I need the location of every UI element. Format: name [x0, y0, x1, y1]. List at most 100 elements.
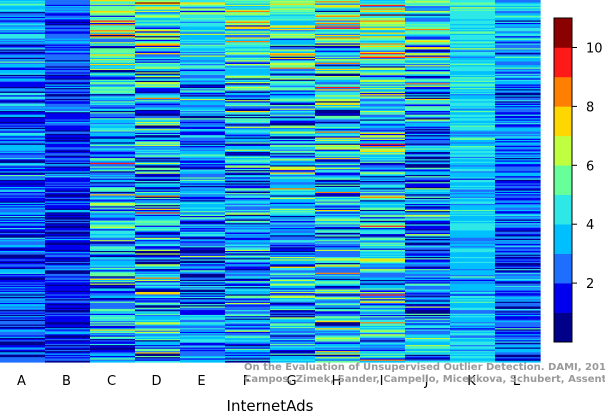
heatmap-cell	[0, 30, 46, 32]
heatmap-cell	[315, 258, 361, 261]
heatmap-cell	[180, 223, 226, 226]
heatmap-cell	[360, 290, 406, 293]
heatmap-cell	[270, 284, 316, 287]
heatmap-cell	[225, 3, 271, 6]
heatmap-cell	[90, 223, 136, 226]
watermark-line-2: Campos, Zimek, Sander, Campello, Micenko…	[244, 374, 605, 385]
heatmap-cell	[405, 320, 451, 323]
heatmap-cell	[225, 42, 271, 45]
heatmap-cell	[90, 250, 136, 253]
heatmap-cell	[225, 189, 271, 192]
heatmap-cell	[180, 354, 226, 357]
heatmap-cell	[405, 66, 451, 69]
heatmap-cell	[90, 323, 136, 326]
heatmap-cell	[45, 232, 91, 235]
heatmap-cell	[135, 1, 181, 4]
heatmap-cell	[90, 166, 136, 169]
heatmap-cell	[45, 123, 91, 125]
heatmap-cell	[45, 178, 91, 181]
heatmap-cell	[225, 322, 271, 324]
heatmap-cell	[450, 283, 496, 286]
heatmap-cell	[495, 176, 541, 178]
heatmap-cell	[90, 13, 136, 16]
heatmap-cell	[0, 15, 46, 18]
colorbar-segment	[554, 224, 572, 254]
heatmap-cell	[180, 264, 226, 267]
heatmap-cell	[495, 100, 541, 102]
heatmap-cell	[135, 318, 181, 321]
heatmap-cell	[315, 345, 361, 347]
heatmap-cell	[225, 196, 271, 199]
heatmap-cell	[180, 125, 226, 128]
heatmap-cell	[180, 285, 226, 288]
heatmap-cell	[180, 283, 226, 286]
heatmap-cell	[135, 329, 181, 332]
heatmap-cell	[405, 63, 451, 66]
heatmap-cell	[450, 279, 496, 282]
heatmap-cell	[45, 318, 91, 321]
heatmap-cell	[270, 148, 316, 151]
heatmap-cell	[135, 149, 181, 152]
heatmap-cell	[315, 39, 361, 42]
heatmap-cell	[405, 37, 451, 40]
heatmap-cell	[360, 354, 406, 357]
heatmap-cell	[495, 336, 541, 339]
heatmap-cell	[360, 236, 406, 239]
heatmap-cell	[0, 14, 46, 17]
heatmap-cell	[90, 206, 136, 209]
heatmap-cell	[315, 132, 361, 135]
heatmap-column-J	[405, 0, 451, 363]
heatmap-cell	[360, 176, 406, 178]
heatmap-cell	[405, 225, 451, 228]
heatmap-cell	[45, 65, 91, 67]
heatmap-cell	[450, 358, 496, 361]
heatmap-cell	[225, 96, 271, 99]
heatmap-cell	[270, 327, 316, 329]
heatmap-cell	[0, 278, 46, 281]
heatmap-cell	[45, 130, 91, 133]
heatmap-cell	[495, 47, 541, 49]
heatmap-cell	[360, 76, 406, 78]
heatmap-cell	[360, 278, 406, 281]
heatmap-cell	[225, 133, 271, 136]
heatmap-cell	[90, 47, 136, 49]
heatmap-cell	[45, 177, 91, 180]
heatmap-cell	[405, 283, 451, 286]
heatmap-cell	[0, 341, 46, 344]
heatmap-cell	[135, 289, 181, 292]
heatmap-cell	[360, 190, 406, 193]
heatmap-cell	[495, 118, 541, 121]
heatmap-cell	[360, 301, 406, 304]
heatmap-cell	[90, 44, 136, 47]
heatmap-cell	[450, 270, 496, 273]
heatmap-cell	[135, 277, 181, 280]
heatmap-cell	[405, 82, 451, 84]
heatmap-cell	[495, 89, 541, 92]
heatmap-cell	[450, 327, 496, 329]
heatmap-cell	[495, 57, 541, 60]
heatmap-cell	[360, 61, 406, 64]
heatmap-cell	[180, 214, 226, 217]
heatmap-cell	[90, 190, 136, 193]
heatmap-cell	[360, 205, 406, 207]
heatmap-cell	[495, 88, 541, 90]
heatmap-cell	[450, 293, 496, 296]
heatmap-cell	[0, 20, 46, 23]
heatmap-cell	[225, 292, 271, 294]
heatmap-cell	[225, 177, 271, 180]
heatmap-cell	[405, 218, 451, 221]
heatmap-cell	[450, 222, 496, 224]
heatmap-cell	[45, 118, 91, 121]
heatmap-cell	[180, 287, 226, 289]
heatmap-cell	[360, 219, 406, 222]
heatmap-cell	[0, 24, 46, 26]
heatmap-cell	[360, 189, 406, 192]
heatmap-cell	[270, 6, 316, 8]
heatmap-cell	[135, 290, 181, 293]
heatmap-cell	[405, 205, 451, 207]
heatmap-cell	[450, 142, 496, 145]
heatmap-cell	[135, 276, 181, 279]
heatmap-cell	[405, 118, 451, 121]
heatmap-cell	[495, 49, 541, 52]
heatmap-cell	[225, 146, 271, 148]
